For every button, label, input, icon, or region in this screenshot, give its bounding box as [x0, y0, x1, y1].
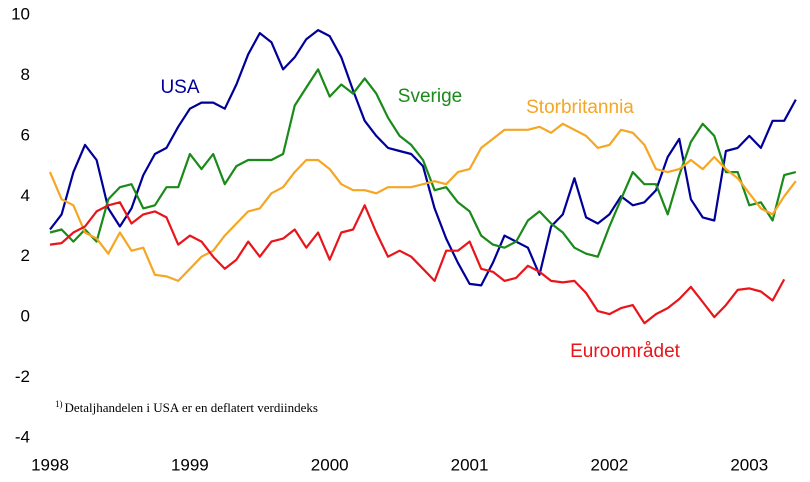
x-tick-label: 2003: [730, 455, 768, 474]
y-tick-label: -4: [15, 427, 30, 446]
y-tick-label: 8: [21, 65, 30, 84]
x-tick-label: 1999: [171, 455, 209, 474]
series-label: Sverige: [398, 86, 462, 107]
series-label: Euroområdet: [570, 341, 681, 362]
series-line: [49, 201, 786, 325]
series-line: [49, 29, 797, 287]
x-tick-label: 2000: [311, 455, 349, 474]
y-tick-label: 4: [21, 186, 30, 205]
series-line: [48, 122, 797, 282]
y-tick-label: 10: [11, 4, 30, 23]
x-tick-label: 2001: [451, 455, 489, 474]
y-tick-label: 6: [21, 125, 30, 144]
series-label: Storbritannia: [526, 97, 634, 118]
y-tick-label: 0: [21, 307, 30, 326]
y-tick-label: 2: [21, 246, 30, 265]
footnote-mark: 1): [55, 399, 63, 409]
series-label: USA: [160, 77, 199, 98]
x-tick-label: 1998: [31, 455, 69, 474]
x-tick-label: 2002: [590, 455, 628, 474]
footnote: 1) Detaljhandelen i USA er en deflatert v…: [55, 399, 318, 415]
y-tick-label: -2: [15, 367, 30, 386]
footnote-text: Detaljhandelen i USA er en deflatert ver…: [65, 400, 318, 415]
series-line: [49, 68, 797, 258]
